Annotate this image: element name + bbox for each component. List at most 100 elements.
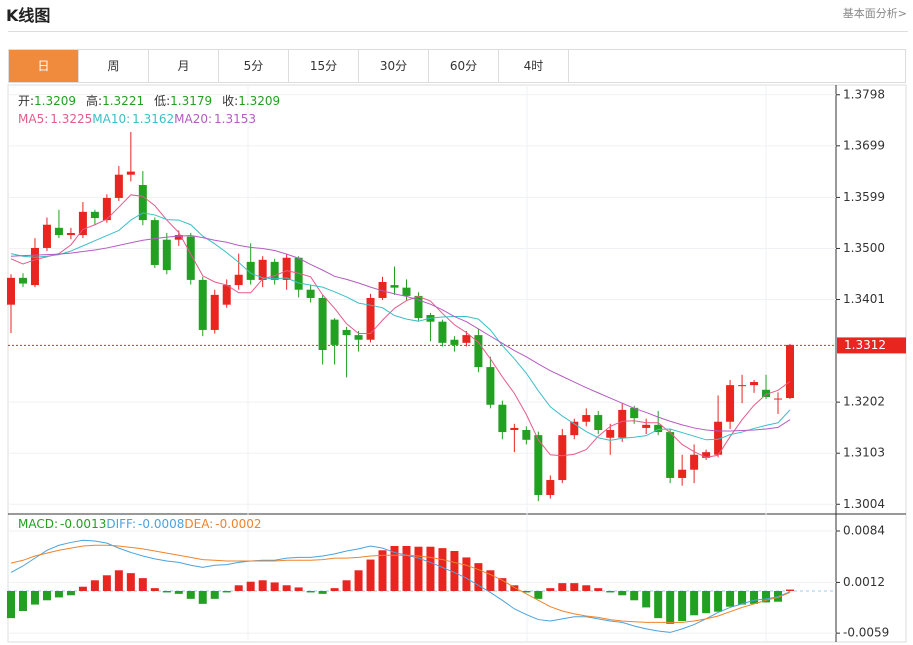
macd-bar (582, 585, 591, 591)
macd-bar (594, 588, 603, 591)
macd-bar (306, 591, 315, 593)
indicator-line (10, 212, 791, 441)
candle-body (618, 409, 627, 438)
candle-body (666, 432, 675, 478)
candle-body (786, 344, 794, 399)
candle-body (30, 247, 39, 286)
macd-bar (390, 546, 399, 591)
candle-body (7, 277, 15, 305)
macd-bar (282, 585, 291, 591)
legend-label: MA20: (174, 112, 212, 126)
macd-bar (510, 585, 519, 591)
chart-frame (7, 84, 907, 643)
candle-body (330, 319, 339, 345)
macd-bar (30, 591, 39, 605)
period-tab[interactable]: 30分 (359, 50, 429, 82)
period-tab[interactable]: 周 (79, 50, 149, 82)
candle-body (210, 294, 219, 330)
period-tab[interactable]: 4时 (499, 50, 569, 82)
macd-bar (138, 578, 147, 591)
period-tab[interactable]: 月 (149, 50, 219, 82)
y-tick-label: 1.3798 (843, 87, 885, 101)
y-tick-label: 1.3202 (843, 395, 885, 409)
y-tick-label: 1.3599 (843, 190, 885, 204)
macd-bar (78, 586, 87, 591)
legend-label: DIFF: (106, 517, 136, 531)
candle-body (750, 382, 759, 386)
macd-bar (450, 551, 459, 591)
candle-body (198, 279, 207, 330)
macd-bar (90, 580, 99, 591)
y-tick-label: 0.0084 (843, 524, 885, 538)
candle-body (18, 277, 27, 284)
candle-body (378, 281, 387, 298)
candle-body (78, 211, 87, 236)
ohlc-value: 1.3209 (238, 94, 280, 108)
candle-body (702, 452, 711, 458)
candle-body (714, 421, 723, 455)
candle-body (510, 427, 519, 430)
period-tab[interactable]: 5分 (219, 50, 289, 82)
candle-body (306, 289, 315, 298)
macd-bar (726, 591, 735, 607)
candle-body (114, 174, 123, 198)
legend-label: MA5: (18, 112, 48, 126)
macd-bar (54, 591, 63, 598)
y-tick-label: 1.3004 (843, 497, 885, 511)
macd-bar (402, 546, 411, 591)
ohlc-value: 1.3179 (170, 94, 212, 108)
macd-bar (714, 591, 723, 612)
period-tab[interactable]: 15分 (289, 50, 359, 82)
candle-body (594, 415, 603, 430)
candle-body (162, 239, 171, 271)
macd-bar (234, 585, 243, 591)
ohlc-label: 开: (18, 94, 34, 108)
candle-body (42, 224, 51, 248)
macd-bar (222, 591, 231, 593)
ohlc-info: 开:1.3209 高:1.3221 低:1.3179 收:1.3209 (18, 93, 280, 108)
macd-bar (570, 583, 579, 591)
candle-body (774, 398, 783, 400)
candle-body (258, 259, 267, 280)
last-price-label: 1.3312 (844, 338, 886, 352)
ohlc-label: 收: (222, 94, 238, 108)
macd-bar (690, 591, 699, 616)
period-tab[interactable]: 60分 (429, 50, 499, 82)
macd-bar (678, 591, 687, 621)
ohlc-value: 1.3221 (102, 94, 144, 108)
candle-body (522, 429, 531, 440)
legend-label: MA10: (92, 112, 130, 126)
candle-body (402, 287, 411, 296)
macd-bar (630, 591, 639, 601)
candle-body (390, 285, 399, 288)
candle-body (102, 197, 111, 221)
macd-bar (258, 580, 267, 591)
legend-value: -0.0008 (138, 517, 184, 531)
y-tick-label: 1.3401 (843, 292, 885, 306)
macd-bar (18, 591, 27, 611)
ohlc-label: 低: (154, 94, 170, 108)
candle-body (546, 480, 555, 495)
candle-body (558, 435, 567, 481)
macd-bar (750, 591, 759, 604)
macd-bar (642, 591, 651, 608)
candle-body (282, 257, 291, 280)
indicator-line (10, 539, 791, 633)
macd-bar (546, 588, 555, 591)
candle-body (438, 321, 447, 343)
candle-body (606, 429, 615, 438)
period-tab[interactable]: 日 (9, 50, 79, 82)
divider (8, 31, 908, 32)
macd-bar (606, 591, 615, 593)
y-tick-label: 1.3103 (843, 446, 885, 460)
macd-bar (174, 591, 183, 594)
candle-body (270, 261, 279, 280)
macd-bar (618, 591, 627, 596)
legend: MACD: -0.0013DIFF: -0.0008DEA: -0.0002 (18, 517, 262, 531)
period-tabs: 日周月 5分 15分 30分 60分 4时 (8, 49, 906, 83)
fundamentals-link[interactable]: 基本面分析> (842, 7, 907, 20)
y-tick-label: 1.3699 (843, 138, 885, 152)
candle-body (66, 232, 75, 236)
macd-bar (318, 591, 327, 594)
